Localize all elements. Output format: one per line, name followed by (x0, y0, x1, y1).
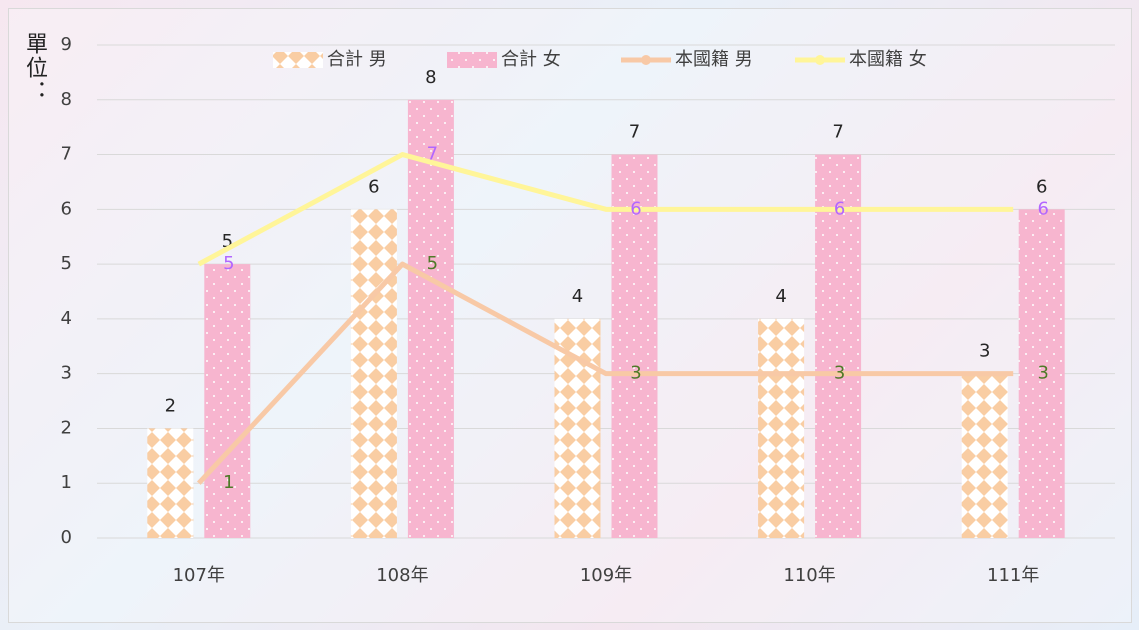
data-label: 4 (775, 286, 786, 307)
line (197, 152, 1014, 267)
data-label: 5 (223, 253, 234, 274)
data-label: 3 (979, 341, 990, 362)
bar (611, 154, 658, 539)
y-tick-label: 9 (61, 34, 72, 55)
bar (1018, 209, 1065, 539)
bar (758, 318, 805, 538)
legend-label: 合計 男 (327, 49, 387, 70)
y-tick-label: 8 (61, 89, 72, 110)
y-tick-label: 4 (61, 308, 72, 329)
line (196, 261, 1014, 485)
y-tick-label: 3 (61, 363, 72, 384)
data-label: 1 (223, 472, 234, 493)
legend-marker (815, 55, 825, 65)
legend-marker (641, 55, 651, 65)
y-axis-label: 單位： (22, 32, 47, 104)
bar (147, 428, 194, 538)
x-tick-label: 110年 (783, 565, 835, 586)
y-tick-label: 1 (61, 472, 72, 493)
x-tick-label: 107年 (173, 565, 225, 586)
data-label: 7 (427, 144, 438, 165)
y-tick-label: 5 (61, 253, 72, 274)
bar (407, 99, 454, 539)
legend-swatch (273, 52, 323, 68)
x-tick-label: 111年 (987, 565, 1039, 586)
data-label: 7 (832, 122, 843, 143)
data-label: 7 (629, 122, 640, 143)
legend-label: 合計 女 (501, 49, 561, 70)
x-tick-label: 108年 (376, 565, 428, 586)
data-label: 6 (1036, 176, 1047, 197)
data-label: 3 (1037, 363, 1048, 384)
data-label: 5 (427, 253, 438, 274)
legend-swatch (447, 52, 497, 68)
y-tick-label: 0 (61, 527, 72, 548)
data-label: 6 (1037, 198, 1048, 219)
data-label: 6 (834, 198, 845, 219)
bar (204, 264, 251, 538)
data-label: 4 (572, 286, 583, 307)
data-label: 3 (630, 363, 641, 384)
bar (815, 154, 862, 539)
legend-label: 本國籍 女 (849, 49, 927, 70)
data-label: 2 (165, 395, 176, 416)
legend-label: 本國籍 男 (675, 49, 753, 70)
y-tick-label: 2 (61, 417, 72, 438)
data-label: 5 (222, 231, 233, 252)
bar (350, 209, 397, 539)
data-label: 3 (834, 363, 845, 384)
data-label: 8 (425, 67, 436, 88)
x-tick-label: 109年 (580, 565, 632, 586)
bar (961, 373, 1008, 538)
data-label: 6 (630, 198, 641, 219)
y-tick-label: 6 (61, 198, 72, 219)
data-label: 6 (368, 176, 379, 197)
y-tick-label: 7 (61, 144, 72, 165)
bar (554, 318, 601, 538)
